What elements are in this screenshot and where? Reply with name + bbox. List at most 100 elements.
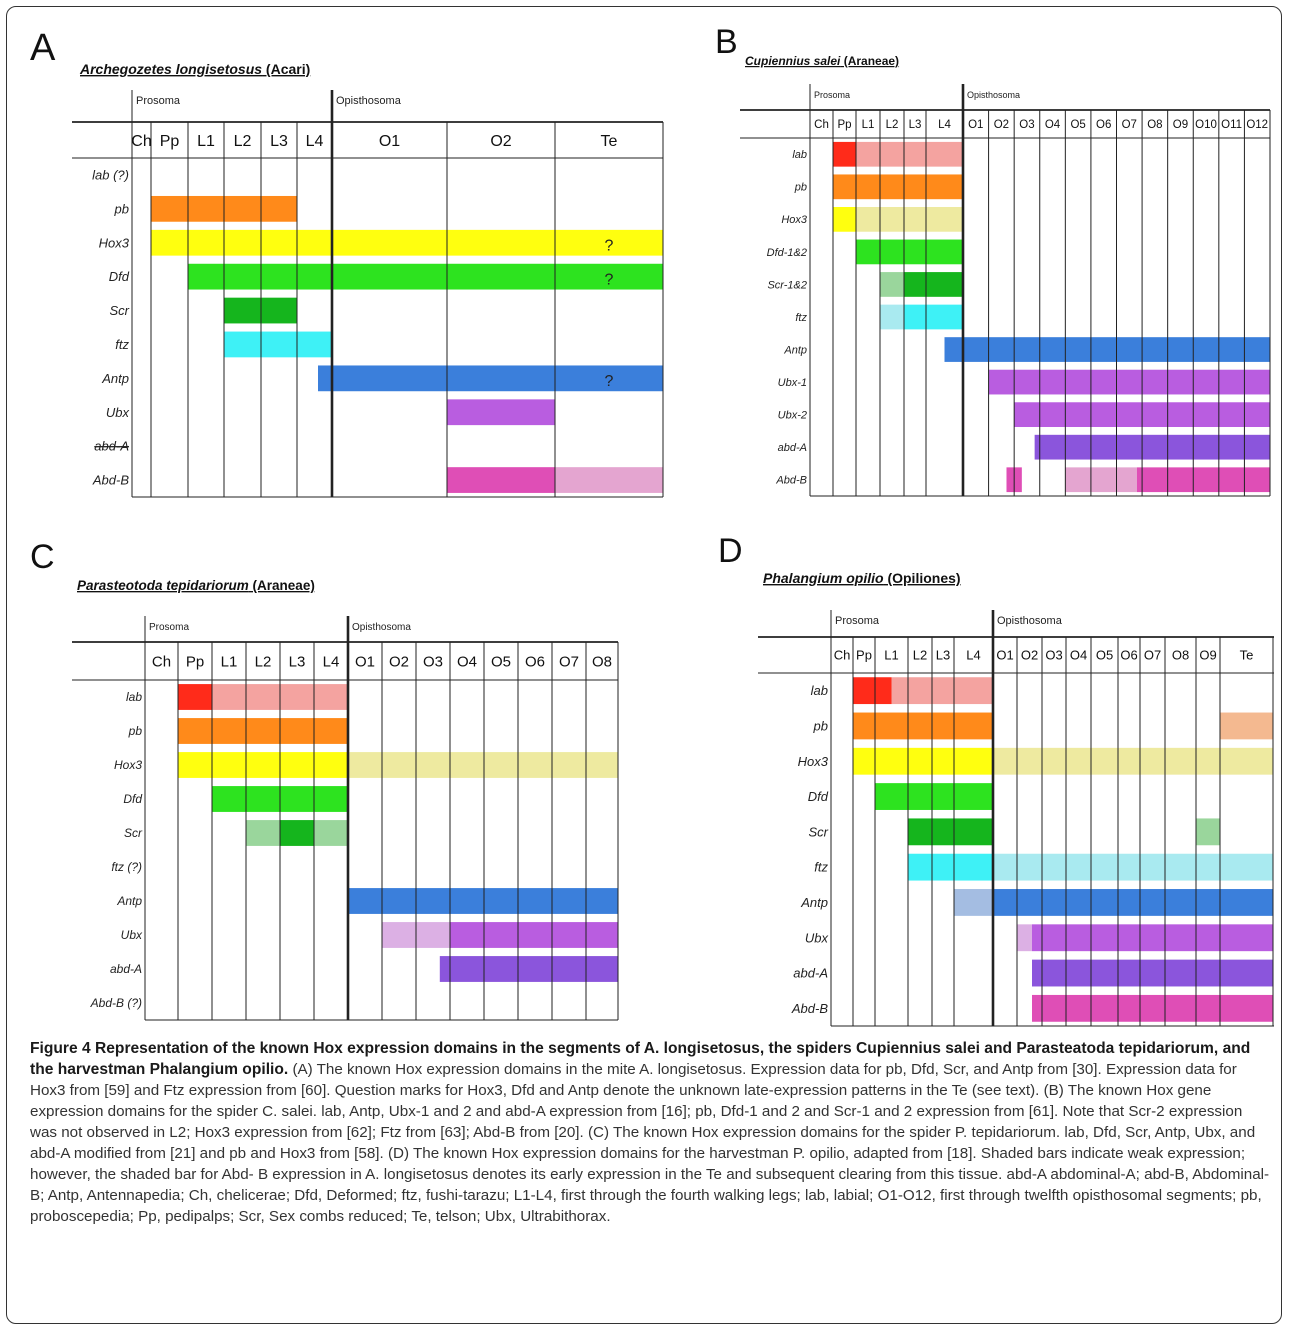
segment-label: O8 [1147, 119, 1162, 131]
expression-bar [833, 141, 856, 167]
unknown-mark: ? [605, 237, 614, 254]
gene-label: abd-A [793, 966, 828, 981]
panel-letter: B [715, 23, 738, 61]
expression-bar [246, 820, 280, 846]
gene-label: abd-A [94, 439, 129, 454]
expression-bar [1034, 434, 1270, 460]
gene-label: Ubx [121, 928, 143, 942]
gene-label: Dfd [123, 792, 142, 806]
expression-bar [993, 747, 1273, 775]
gene-label: pb [114, 201, 129, 216]
taxon-name: (Araneae) [249, 578, 315, 593]
gene-label: Antp [783, 344, 807, 356]
expression-bar [908, 818, 993, 846]
panel-title: Cupiennius salei (Araneae) [745, 54, 899, 68]
expression-bar [880, 304, 904, 330]
expression-bar [450, 922, 618, 948]
panel-a-chart: A Archegozetes longisetosus (Acari)??? Pro… [30, 27, 664, 498]
gene-label: Hox3 [114, 758, 142, 772]
expression-bar [856, 239, 963, 265]
gene-label: pb [794, 182, 807, 194]
segment-label: Ch [131, 133, 151, 150]
expression-bar [904, 304, 963, 330]
expression-bar [944, 337, 1270, 362]
segment-label: O10 [1195, 119, 1217, 131]
segment-label: O5 [1070, 119, 1085, 131]
segment-label: O2 [1021, 648, 1038, 663]
gene-label: Abd-B (?) [90, 996, 142, 1010]
expression-bar [875, 783, 993, 810]
segment-label: L1 [221, 653, 238, 670]
expression-bar [188, 263, 663, 290]
segment-label: O1 [996, 648, 1013, 663]
expression-bar [856, 206, 963, 232]
expression-bar [833, 206, 856, 232]
segment-label: O2 [490, 133, 511, 150]
gene-label: Dfd-1&2 [767, 247, 807, 259]
segment-label: O1 [968, 119, 983, 131]
segment-label: O5 [491, 653, 511, 670]
gene-label: pb [813, 719, 828, 734]
gene-label: Scr [809, 824, 829, 839]
segment-label: O7 [1144, 648, 1161, 663]
panel-title: Parasteotoda tepidariorum (Araneae) [77, 578, 315, 593]
region-label: Opisthosoma [336, 95, 402, 107]
expression-bar [853, 747, 993, 775]
segment-label: Pp [160, 133, 180, 150]
expression-bar [178, 684, 212, 710]
expression-bar [318, 365, 663, 392]
gene-label: abd-A [778, 442, 807, 454]
region-label: Prosoma [149, 622, 189, 633]
gene-label: Antp [116, 894, 142, 908]
segment-label: L1 [197, 133, 215, 150]
gene-label: Ubx [106, 405, 130, 420]
segment-label: L4 [306, 133, 324, 150]
segment-label: Pp [186, 653, 204, 670]
gene-label: Ubx [805, 930, 829, 945]
gene-label: Abd-B [775, 475, 807, 487]
segment-label: O7 [1122, 119, 1137, 131]
expression-bar [856, 141, 963, 167]
segment-label: L4 [966, 648, 980, 663]
figure-caption: Figure 4 Representation of the known Hox… [30, 1038, 1270, 1227]
segment-label: O2 [389, 653, 409, 670]
expression-bar [904, 272, 963, 297]
panel-c-chart: C Parasteotoda tepidariorum (Araneae) Pros… [30, 538, 619, 1021]
expression-bar [178, 752, 348, 778]
expression-bar [447, 467, 555, 493]
expression-bar [555, 467, 663, 493]
gene-label: lab [126, 690, 142, 704]
segment-label: L2 [886, 119, 899, 131]
gene-label: Ubx-1 [778, 377, 807, 389]
expression-bar [988, 369, 1270, 395]
figure-frame [6, 6, 1282, 1324]
gene-label: Ubx-2 [778, 409, 807, 421]
region-label: Opisthosoma [997, 615, 1063, 627]
gene-label: Hox3 [99, 235, 130, 250]
panel-letter: C [30, 538, 55, 576]
segment-label: Ch [152, 653, 171, 670]
gene-label: Antp [800, 895, 828, 910]
segment-label: L3 [936, 648, 950, 663]
segment-label: O8 [592, 653, 612, 670]
gene-label: Hox3 [798, 754, 829, 769]
segment-label: O3 [423, 653, 443, 670]
expression-bar [993, 889, 1273, 916]
segment-label: O9 [1173, 119, 1188, 131]
segment-label: L2 [255, 653, 272, 670]
segment-label: O3 [1019, 119, 1034, 131]
expression-bar [1220, 712, 1273, 740]
segment-label: O2 [994, 119, 1009, 131]
expression-bar [833, 174, 963, 200]
unknown-mark: ? [605, 373, 614, 390]
gene-label: ftz [795, 312, 807, 324]
expression-bar [1017, 924, 1032, 952]
gene-label: ftz (?) [111, 860, 142, 874]
expression-bar [439, 956, 618, 982]
expression-bar [280, 820, 314, 846]
expression-bar [891, 677, 993, 705]
gene-label: Abd-B [92, 473, 129, 488]
expression-bar [908, 853, 993, 881]
segment-label: O4 [1070, 648, 1087, 663]
expression-bar [151, 229, 663, 256]
